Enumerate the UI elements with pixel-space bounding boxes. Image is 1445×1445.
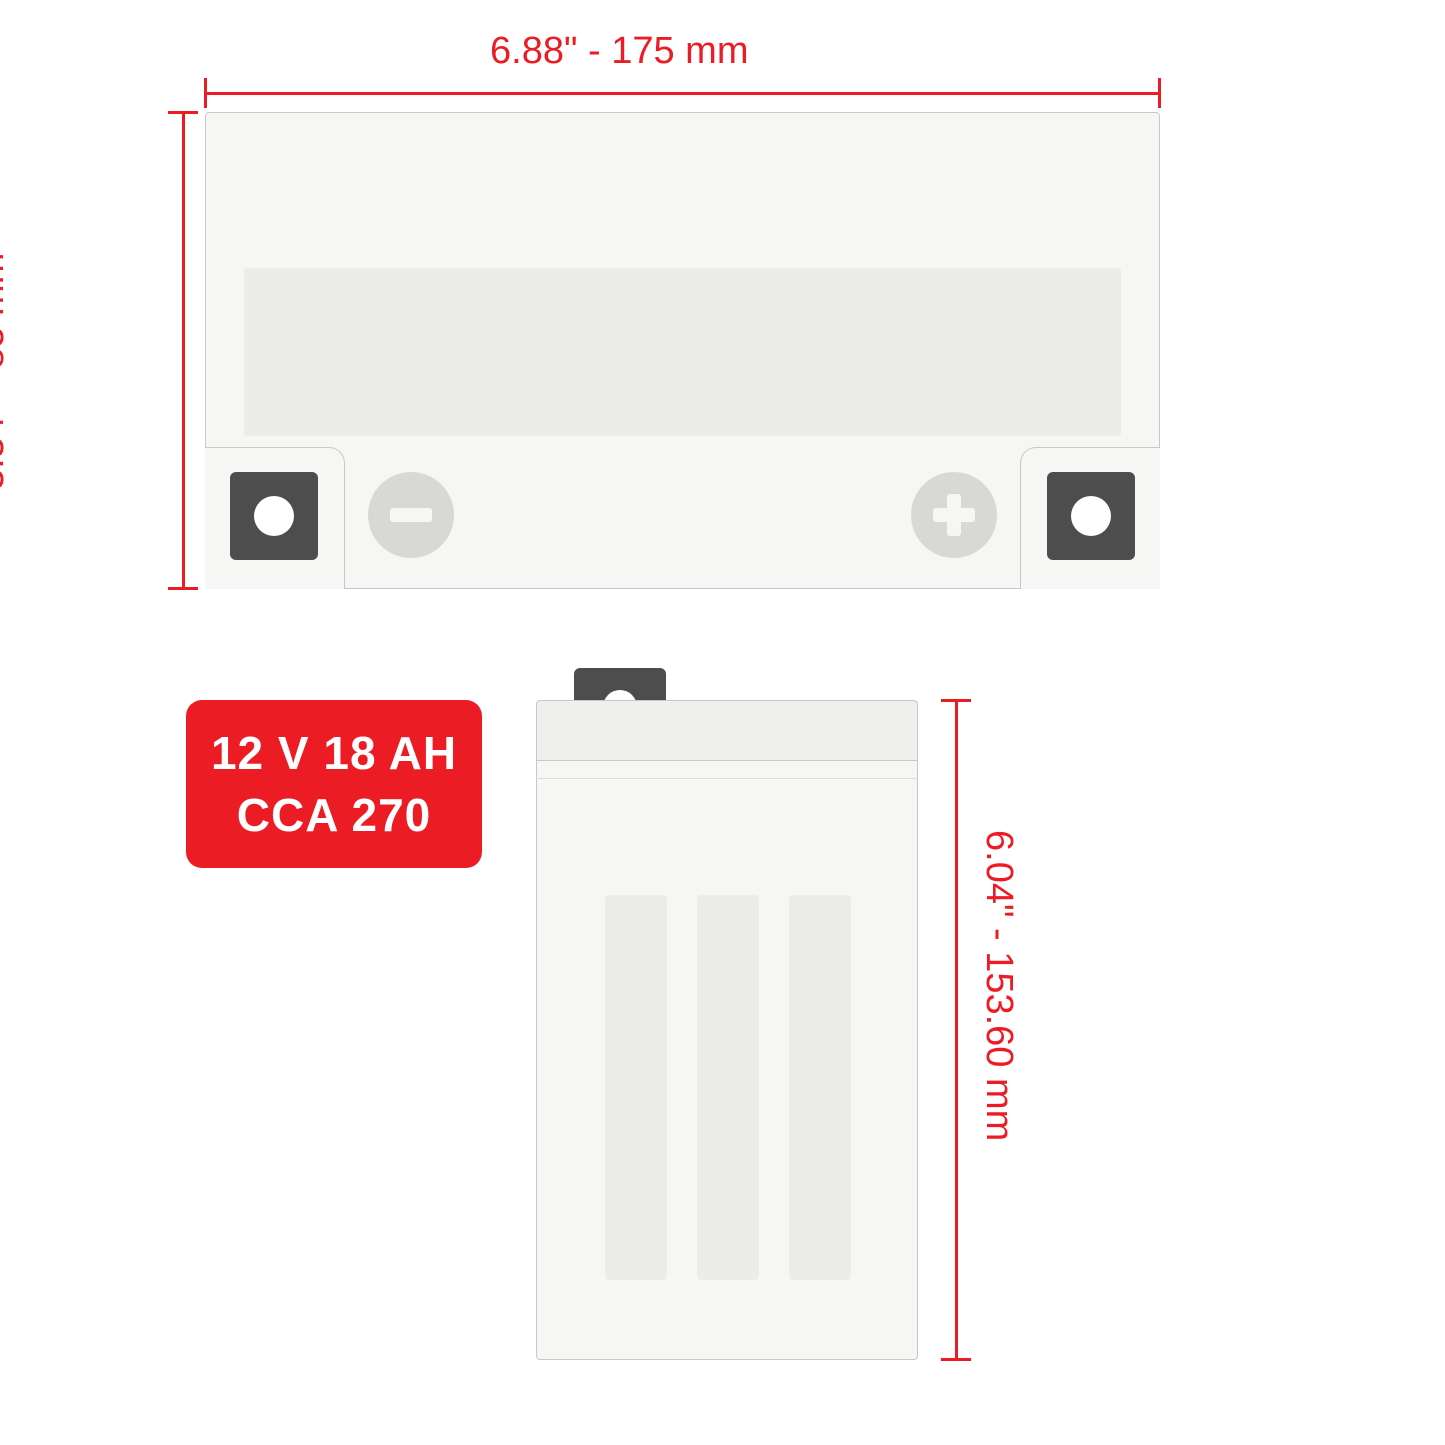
side-view-rib: [605, 895, 667, 1280]
side-view-rib: [789, 895, 851, 1280]
dim-width-tick-r: [1158, 78, 1161, 108]
dim-depth-tick-t: [168, 111, 198, 114]
spec-line-2: CCA 270: [186, 784, 482, 846]
side-view-rib: [697, 895, 759, 1280]
side-view-cap: [536, 700, 918, 762]
dim-width-line: [205, 92, 1160, 95]
dim-height-line: [955, 700, 958, 1360]
battery-top-view: [205, 112, 1160, 589]
dim-height-label: 6.04" - 153.60 mm: [977, 830, 1020, 1141]
plus-icon: [911, 472, 997, 558]
top-view-label-band: [244, 268, 1121, 436]
dim-height-tick-t: [941, 699, 971, 702]
dim-depth-line: [182, 112, 185, 589]
spec-badge: 12 V 18 AH CCA 270: [186, 700, 482, 868]
dim-width-label: 6.88" - 175 mm: [490, 30, 749, 73]
side-view-fold-line: [536, 778, 918, 779]
spec-line-1: 12 V 18 AH: [186, 722, 482, 784]
dim-depth-label: 3.34" - 85 mm: [0, 253, 13, 490]
terminal-left: [230, 472, 318, 560]
dim-height-tick-b: [941, 1358, 971, 1361]
minus-icon: [368, 472, 454, 558]
dim-depth-tick-b: [168, 587, 198, 590]
dim-width-tick-l: [204, 78, 207, 108]
terminal-right: [1047, 472, 1135, 560]
